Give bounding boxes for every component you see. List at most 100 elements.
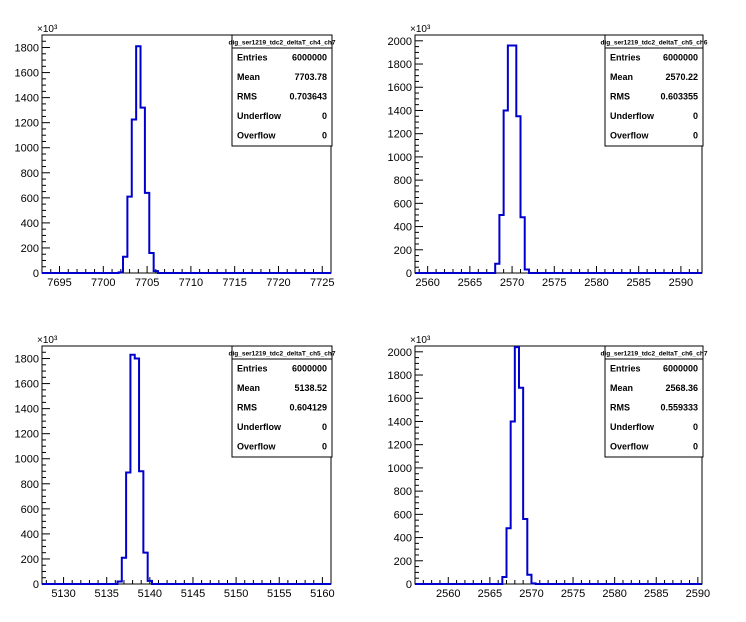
x-tick-label: 5130 [51,588,75,600]
y-multiplier-label: ×10³ [37,335,58,346]
x-tick-label: 7720 [266,277,290,289]
x-tick-label: 2585 [626,277,650,289]
histogram-bin [531,583,535,584]
stats-value-entries: 6000000 [292,364,327,374]
stats-value-mean: 7703.78 [294,72,327,82]
histogram-bin [495,264,499,273]
histogram-bin [123,257,127,273]
stats-value-overflow: 0 [693,441,698,451]
histogram-name: dig_ser1219_tdc2_deltaT_ch5_ch7 [229,351,336,358]
x-tick-label: 2580 [602,588,626,600]
y-tick-label: 1600 [15,68,39,80]
histogram-bin [512,45,516,273]
y-tick-label: 200 [394,245,412,257]
histogram-bin [122,558,126,584]
histogram-bin [143,553,147,584]
histogram-pad-2: 2560 2565 2570 2575 2580 2585 2590 0 200 400 600 80… [388,24,708,289]
x-tick-label: 2590 [669,277,693,289]
histogram-series-line [42,353,331,585]
stats-label-overflow: Overflow [237,441,277,451]
x-tick-label: 2575 [561,588,585,600]
stats-value-rms: 0.604129 [289,403,327,413]
stats-value-underflow: 0 [322,422,327,432]
histogram-bin [521,217,525,273]
histogram-name: dig_ser1219_tdc2_deltaT_ch4_ch7 [229,40,336,47]
stats-label-overflow: Overflow [237,130,277,140]
y-tick-label: 1600 [388,393,412,405]
x-tick-label: 7705 [135,277,159,289]
x-tick-label: 2570 [519,588,543,600]
histogram-pad-3: 5130 5135 5140 5145 5150 5155 5160 0 200 400 600 80… [15,335,336,600]
y-tick-label: 0 [406,579,412,591]
stats-label-mean: Mean [610,72,633,82]
x-tick-label: 2565 [478,588,502,600]
y-multiplier-label: ×10³ [410,335,431,346]
histogram-bin [527,575,531,584]
x-tick-label: 7710 [179,277,203,289]
histogram-bin [145,193,149,273]
y-tick-label: 1200 [15,429,39,441]
y-tick-label: 1000 [15,454,39,466]
y-tick-label: 1400 [15,93,39,105]
stats-label-overflow: Overflow [610,441,650,451]
histogram-bin [516,116,520,273]
y-tick-label: 1600 [388,82,412,94]
stats-label-entries: Entries [610,364,641,374]
stats-label-mean: Mean [237,72,260,82]
x-tick-label: 5160 [310,588,334,600]
histogram-name: dig_ser1219_tdc2_deltaT_ch6_ch7 [601,351,708,358]
stats-value-rms: 0.703643 [289,92,327,102]
histogram-bin [525,270,529,273]
histogram-pad-1: 7695 7700 7705 7710 7715 7720 7725 0 200 400 600 80… [15,24,336,289]
y-tick-label: 1400 [388,105,412,117]
stats-value-overflow: 0 [693,130,698,140]
stats-label-rms: RMS [610,403,630,413]
stats-box: dig_ser1219_tdc2_deltaT_ch4_ch7 Entries 60… [229,34,336,147]
stats-label-mean: Mean [237,383,260,393]
stats-value-entries: 6000000 [292,53,327,63]
stats-box: dig_ser1219_tdc2_deltaT_ch5_ch6 Entries 60… [601,34,708,147]
histogram-series-line [42,45,331,274]
histogram-bin [523,519,527,584]
x-tick-label: 7715 [222,277,246,289]
y-tick-label: 2000 [388,347,412,359]
stats-label-overflow: Overflow [610,130,650,140]
histogram-bin [499,215,503,273]
stats-box: dig_ser1219_tdc2_deltaT_ch5_ch7 Entries 60… [229,345,336,458]
y-tick-label: 1600 [15,379,39,391]
y-tick-label: 0 [33,579,39,591]
histogram-bin [515,347,519,584]
x-tick-label: 2585 [644,588,668,600]
stats-box-frame [231,34,333,147]
y-multiplier-label: ×10³ [410,24,431,35]
y-tick-label: 400 [21,218,39,230]
stats-label-mean: Mean [610,383,633,393]
x-tick-label: 5150 [224,588,248,600]
histogram-series-line [415,346,702,585]
histogram-pad-4: 2560 2565 2570 2575 2580 2585 2590 0 200 400 600 80… [388,335,711,600]
histogram-bin [502,577,506,584]
stats-label-underflow: Underflow [237,422,282,432]
histogram-bin [136,46,140,273]
histogram-bin [141,108,145,273]
x-tick-label: 2580 [584,277,608,289]
histogram-bin [127,197,131,273]
y-tick-label: 1800 [15,354,39,366]
y-tick-label: 1400 [15,404,39,416]
histogram-bin [504,110,508,273]
stats-value-rms: 0.603355 [660,92,698,102]
histogram-bin [139,471,143,584]
stats-value-overflow: 0 [322,441,327,451]
x-tick-label: 2560 [436,588,460,600]
stats-value-mean: 2570.22 [665,72,698,82]
x-tick-label: 2560 [415,277,439,289]
histogram-bin [511,421,515,584]
stats-value-underflow: 0 [693,422,698,432]
histogram-series-line [415,44,702,274]
y-tick-label: 200 [21,243,39,255]
histogram-bin [508,45,512,273]
x-tick-label: 7695 [47,277,71,289]
y-tick-label: 800 [394,175,412,187]
histogram-bin [119,272,123,273]
